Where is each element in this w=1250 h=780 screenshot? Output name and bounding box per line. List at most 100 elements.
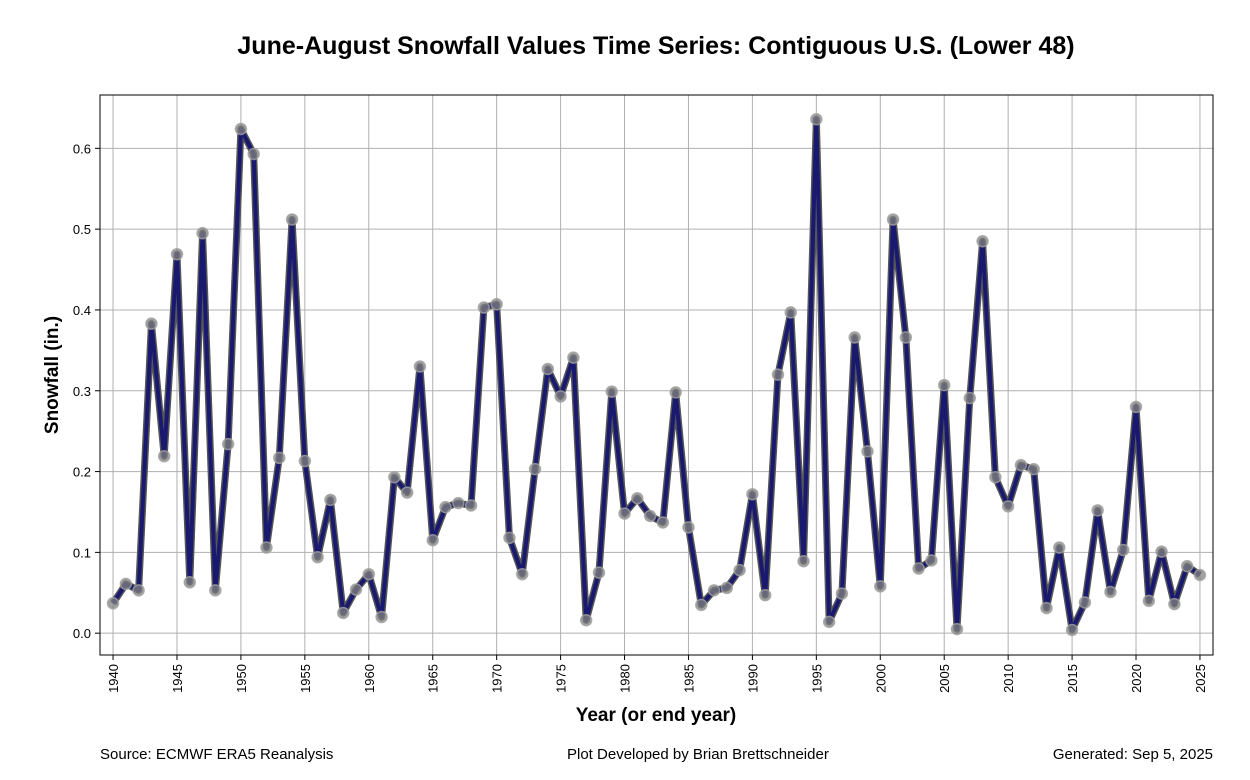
data-point bbox=[426, 534, 439, 547]
y-tick-label: 0.6 bbox=[73, 141, 91, 156]
data-point bbox=[273, 451, 286, 465]
data-point bbox=[247, 147, 260, 161]
data-point bbox=[400, 486, 414, 499]
data-point bbox=[1116, 543, 1130, 557]
data-point bbox=[106, 597, 120, 610]
data-point bbox=[170, 247, 184, 261]
data-point bbox=[567, 351, 580, 364]
y-tick-label: 0.3 bbox=[73, 384, 91, 399]
data-point bbox=[758, 588, 772, 602]
credit-note: Plot Developed by Brian Brettschneider bbox=[567, 746, 829, 763]
data-point bbox=[183, 576, 197, 589]
data-point bbox=[989, 470, 1002, 484]
data-point bbox=[541, 362, 555, 376]
data-point bbox=[349, 583, 363, 596]
data-point bbox=[324, 493, 337, 507]
data-point bbox=[707, 584, 721, 597]
data-point bbox=[784, 306, 798, 319]
x-tick-label: 1975 bbox=[554, 664, 569, 693]
data-point bbox=[1168, 597, 1181, 611]
data-point bbox=[1091, 504, 1104, 517]
data-point bbox=[221, 437, 235, 451]
series-line-outline bbox=[110, 115, 1202, 634]
data-point bbox=[720, 581, 734, 595]
data-point bbox=[439, 500, 452, 514]
data-point bbox=[196, 226, 209, 240]
x-tick-label: 1960 bbox=[362, 664, 377, 693]
data-point bbox=[937, 378, 951, 392]
x-tick-label: 1945 bbox=[170, 664, 185, 693]
data-point bbox=[695, 598, 708, 612]
data-point bbox=[413, 360, 427, 373]
data-point bbox=[503, 531, 516, 545]
x-tick-label: 2015 bbox=[1065, 664, 1080, 693]
data-point bbox=[388, 470, 401, 484]
data-point bbox=[1078, 596, 1092, 609]
data-point bbox=[490, 298, 503, 311]
data-point bbox=[963, 391, 977, 405]
data-point bbox=[886, 213, 900, 226]
data-point bbox=[1053, 541, 1066, 554]
data-point bbox=[733, 563, 746, 577]
data-point bbox=[1001, 500, 1015, 513]
data-point bbox=[976, 235, 989, 248]
y-tick-label: 0.1 bbox=[73, 545, 91, 560]
data-point bbox=[848, 331, 861, 344]
data-point bbox=[234, 122, 248, 136]
data-point bbox=[528, 462, 542, 476]
data-point bbox=[682, 521, 695, 534]
x-axis-label: Year (or end year) bbox=[576, 705, 737, 726]
data-point bbox=[1040, 601, 1053, 615]
data-point bbox=[285, 213, 299, 226]
data-point bbox=[746, 487, 759, 501]
data-point bbox=[835, 587, 849, 600]
data-point bbox=[209, 584, 222, 597]
data-point bbox=[362, 567, 376, 581]
source-note: Source: ECMWF ERA5 Reanalysis bbox=[100, 746, 334, 763]
x-tick-label: 1950 bbox=[234, 664, 249, 693]
data-point bbox=[298, 454, 312, 468]
x-tick-label: 2025 bbox=[1193, 664, 1208, 693]
data-point bbox=[771, 368, 785, 381]
data-point bbox=[643, 509, 657, 523]
generated-note: Generated: Sep 5, 2025 bbox=[1052, 746, 1213, 763]
chart-title: June-August Snowfall Values Time Series:… bbox=[237, 32, 1075, 60]
y-tick-label: 0.5 bbox=[73, 222, 91, 237]
y-tick-label: 0.2 bbox=[73, 465, 91, 480]
data-point bbox=[554, 390, 567, 403]
series-line bbox=[111, 117, 1202, 632]
x-tick-label: 2000 bbox=[873, 664, 888, 693]
data-point bbox=[950, 622, 964, 636]
data-point bbox=[119, 577, 133, 591]
data-point bbox=[336, 606, 350, 620]
data-point bbox=[592, 566, 606, 579]
data-point bbox=[1142, 594, 1156, 608]
data-point bbox=[132, 584, 145, 597]
x-tick-label: 1980 bbox=[618, 664, 633, 693]
data-point bbox=[464, 499, 478, 512]
data-point bbox=[311, 550, 324, 564]
data-point bbox=[899, 331, 913, 344]
x-tick-label: 1990 bbox=[745, 664, 760, 693]
plot-frame bbox=[99, 94, 1214, 656]
x-tick-label: 1985 bbox=[681, 664, 696, 693]
data-point bbox=[861, 445, 874, 458]
x-tick-label: 1955 bbox=[298, 664, 313, 693]
data-point bbox=[515, 567, 529, 581]
data-point bbox=[605, 385, 618, 398]
data-point bbox=[375, 610, 388, 624]
data-point bbox=[1065, 623, 1079, 637]
data-point bbox=[579, 614, 593, 627]
y-axis-label: Snowfall (in.) bbox=[42, 316, 63, 434]
data-point bbox=[925, 554, 938, 567]
x-tick-label: 1995 bbox=[809, 664, 824, 693]
data-point bbox=[1180, 559, 1194, 573]
data-point bbox=[874, 580, 887, 593]
y-tick-label: 0.4 bbox=[73, 303, 91, 318]
data-point bbox=[260, 541, 273, 554]
data-point bbox=[1129, 400, 1143, 414]
x-tick-label: 2010 bbox=[1001, 664, 1016, 693]
data-point bbox=[1104, 585, 1117, 599]
data-point bbox=[157, 449, 171, 463]
